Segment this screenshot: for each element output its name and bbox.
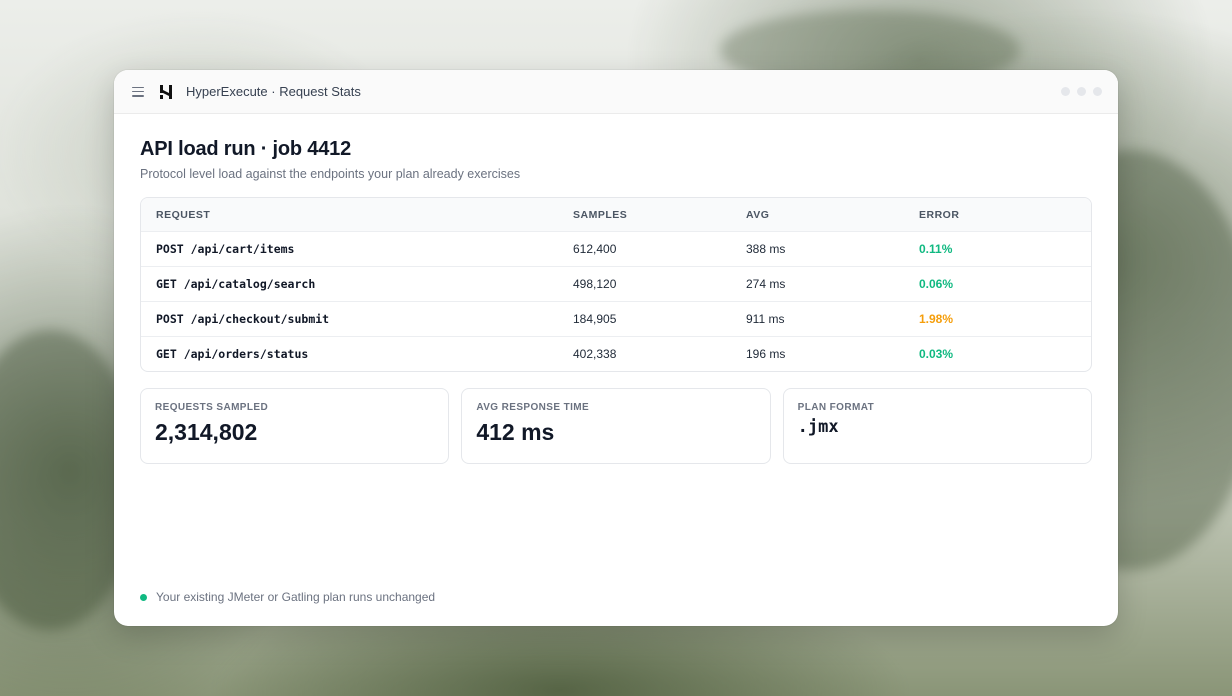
table-row[interactable]: POST /api/cart/items 612,400 388 ms 0.11…	[141, 231, 1091, 266]
stat-label: AVG RESPONSE TIME	[476, 402, 590, 413]
column-header-request: REQUEST	[156, 208, 211, 221]
stat-value: 412 ms	[476, 419, 555, 445]
title-bar: HyperExecute · Request Stats	[114, 70, 1118, 114]
table-row[interactable]: GET /api/orders/status 402,338 196 ms 0.…	[141, 336, 1091, 371]
error-cell: 0.03%	[919, 347, 954, 361]
stat-label: PLAN FORMAT	[797, 402, 875, 413]
window-control-dot[interactable]	[1061, 87, 1070, 96]
request-cell: GET /api/orders/status	[156, 347, 309, 361]
window-control-dot[interactable]	[1093, 87, 1102, 96]
stat-value: .jmx	[797, 417, 839, 437]
request-cell: POST /api/checkout/submit	[156, 312, 330, 326]
hyperexecute-logo-icon	[160, 84, 172, 99]
window-control-dot[interactable]	[1077, 87, 1086, 96]
samples-cell: 498,120	[573, 277, 617, 291]
stat-card-plan-format: PLAN FORMAT .jmx	[782, 388, 1092, 464]
app-window: HyperExecute · Request Stats API load ru…	[114, 70, 1118, 626]
window-controls	[1061, 87, 1102, 96]
table-row[interactable]: GET /api/catalog/search 498,120 274 ms 0…	[141, 266, 1091, 301]
page-subtitle: Protocol level load against the endpoint…	[140, 167, 521, 181]
stat-card-avg-response-time: AVG RESPONSE TIME 412 ms	[461, 388, 771, 464]
main-content: API load run · job 4412 Protocol level l…	[114, 114, 1118, 464]
app-title: HyperExecute · Request Stats	[186, 84, 361, 99]
samples-cell: 402,338	[573, 347, 617, 361]
stat-label: REQUESTS SAMPLED	[155, 402, 269, 413]
footer-status-text: Your existing JMeter or Gatling plan run…	[156, 590, 436, 604]
avg-cell: 274 ms	[746, 277, 786, 291]
column-header-error: ERROR	[919, 208, 960, 221]
page-title: API load run · job 4412	[140, 138, 351, 160]
table-header-row: REQUEST SAMPLES AVG ERROR	[141, 198, 1091, 231]
stat-cards: REQUESTS SAMPLED 2,314,802 AVG RESPONSE …	[140, 388, 1092, 464]
error-cell: 0.06%	[919, 277, 954, 291]
footer-status: Your existing JMeter or Gatling plan run…	[140, 590, 435, 604]
table-row[interactable]: POST /api/checkout/submit 184,905 911 ms…	[141, 301, 1091, 336]
error-cell: 0.11%	[919, 242, 953, 256]
column-header-samples: SAMPLES	[573, 208, 628, 221]
avg-cell: 911 ms	[746, 312, 785, 326]
request-cell: GET /api/catalog/search	[156, 277, 316, 291]
stat-card-requests-sampled: REQUESTS SAMPLED 2,314,802	[140, 388, 450, 464]
status-dot-icon	[140, 593, 147, 601]
request-cell: POST /api/cart/items	[156, 242, 295, 256]
samples-cell: 612,400	[573, 242, 617, 256]
hamburger-menu-icon[interactable]	[132, 86, 144, 97]
request-stats-table: REQUEST SAMPLES AVG ERROR POST /api/cart…	[140, 197, 1092, 372]
error-cell: 1.98%	[919, 312, 954, 326]
avg-cell: 388 ms	[746, 242, 786, 256]
avg-cell: 196 ms	[746, 347, 786, 361]
samples-cell: 184,905	[573, 312, 617, 326]
column-header-avg: AVG	[746, 208, 770, 221]
stat-value: 2,314,802	[155, 419, 258, 445]
